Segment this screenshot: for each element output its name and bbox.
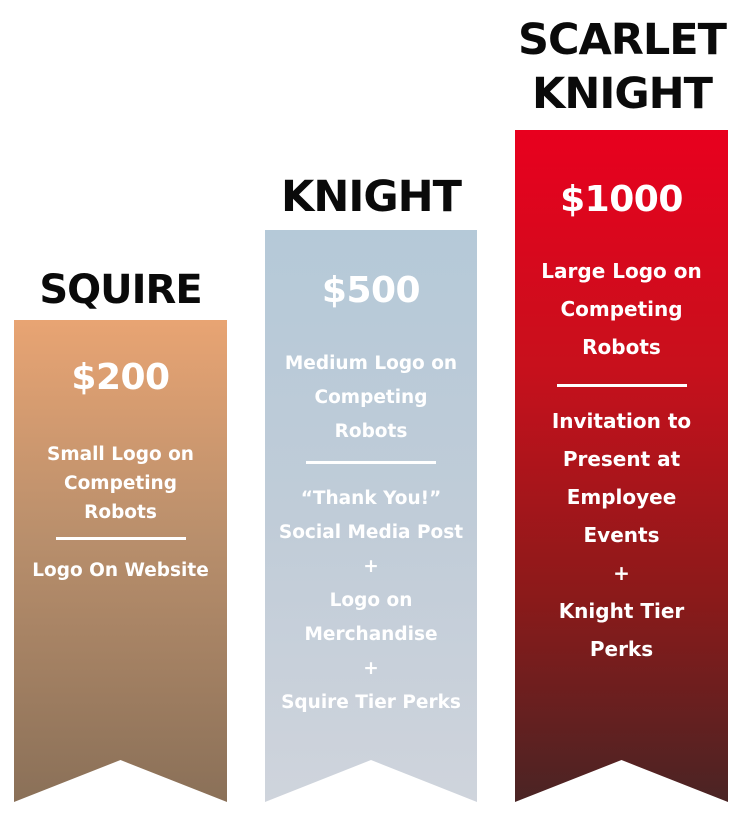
tier-price: $200 xyxy=(71,357,170,398)
divider xyxy=(306,461,436,464)
tier-title-knight: KNIGHT xyxy=(281,172,462,222)
tier-price: $500 xyxy=(321,270,421,311)
divider xyxy=(56,537,186,540)
tier-banner-scarlet-knight: $1000 Large Logo on Competing Robots Inv… xyxy=(515,130,728,802)
tier-title-scarlet-knight: SCARLET KNIGHT xyxy=(517,15,727,119)
tier-perk-secondary: Invitation to Present at Employee Events… xyxy=(551,409,692,661)
tier-price: $1000 xyxy=(560,179,683,220)
tier-perk-primary: Medium Logo on Competing Robots xyxy=(284,353,458,442)
tier-perk-secondary: “Thank You!” Social Media Post + Logo on… xyxy=(278,488,464,713)
tier-title-squire: SQUIRE xyxy=(39,267,202,313)
tier-banner-squire: $200 Small Logo on Competing Robots Logo… xyxy=(14,320,227,802)
tier-perk-primary: Small Logo on Competing Robots xyxy=(47,444,194,523)
divider xyxy=(557,384,687,387)
tier-perk-secondary: Logo On Website xyxy=(32,560,209,581)
tier-banner-knight: $500 Medium Logo on Competing Robots “Th… xyxy=(265,230,477,802)
tier-perk-primary: Large Logo on Competing Robots xyxy=(541,259,702,359)
